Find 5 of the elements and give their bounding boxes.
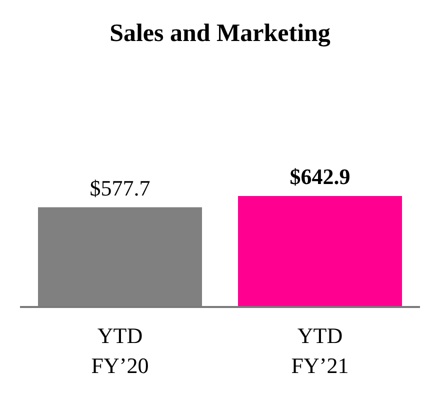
chart-title: Sales and Marketing	[108, 19, 332, 49]
x-tick-label: YTD FY’21	[291, 323, 349, 378]
data-label: $642.9	[290, 164, 350, 189]
data-label: $577.7	[90, 175, 150, 200]
x-tick-label: YTD FY’20	[91, 323, 149, 378]
